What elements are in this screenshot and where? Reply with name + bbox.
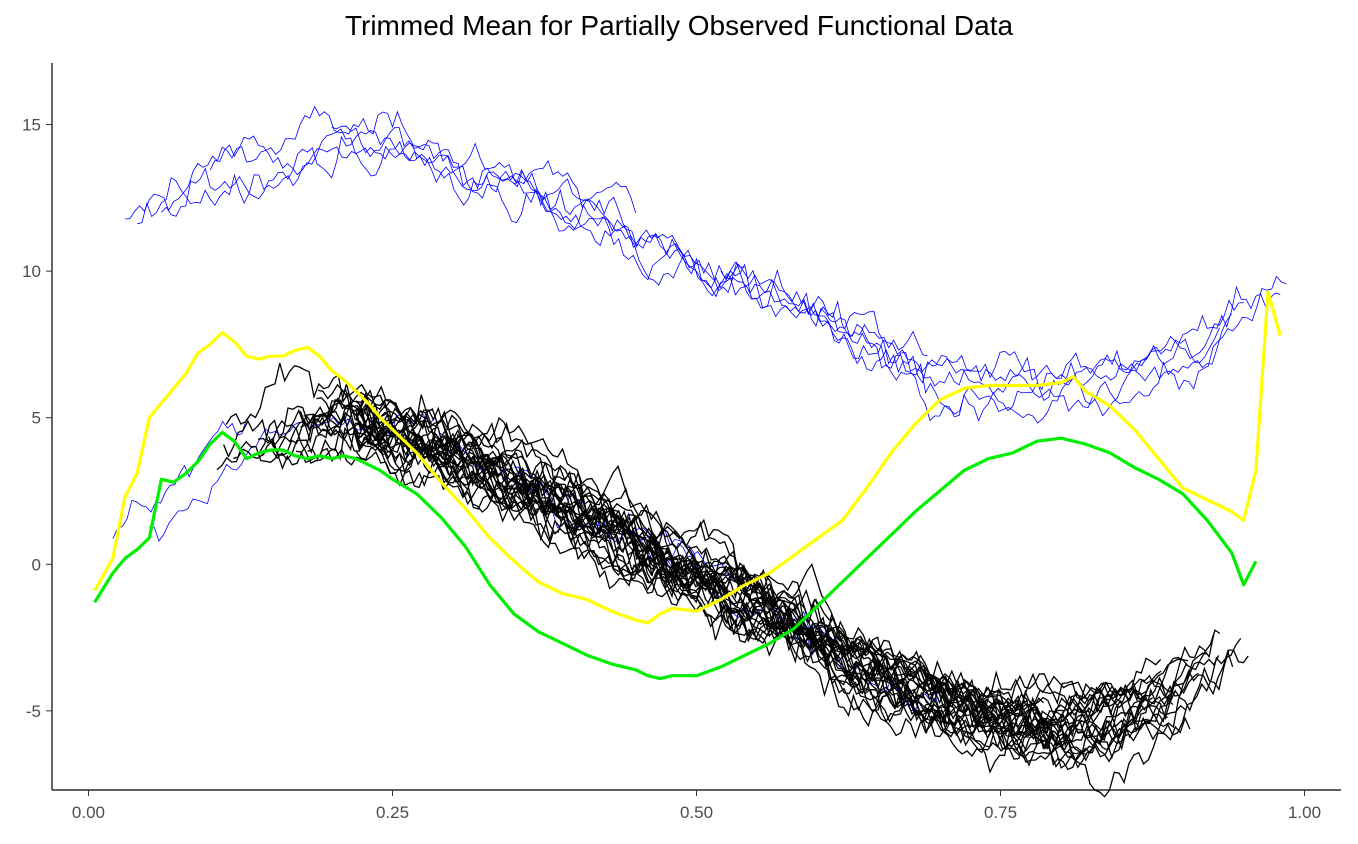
outlier-curve [331,125,1281,395]
outlier-curves-group [112,105,1287,712]
regular-curve [355,433,1242,798]
outlier-curve [817,300,1232,422]
regular-curve [355,407,1208,762]
regular-curve [222,408,1162,713]
regular-curve [225,362,1114,716]
x-tick-label: 0.00 [72,803,105,822]
x-tick-label: 0.25 [376,803,409,822]
outlier-curve [124,105,637,220]
outlier-curve [513,160,1220,417]
regular-curve [307,440,1186,757]
regular-curve [355,410,1174,769]
y-tick-label: 5 [32,409,41,428]
x-tick-label: 0.50 [680,803,713,822]
chart-title: Trimmed Mean for Partially Observed Func… [344,10,1014,41]
outlier-curve [720,261,1287,424]
outlier-curve [209,126,928,357]
regular-curve [300,406,1144,747]
x-ticks-group: 0.00 0.25 0.50 0.75 1.00 [72,790,1321,822]
outlier-curve-lower [112,418,247,539]
regular-curve [355,412,1154,751]
x-tick-label: 0.75 [984,803,1017,822]
regular-curves-group [216,362,1249,798]
regular-curve [299,410,1188,729]
y-tick-label: -5 [26,702,41,721]
y-tick-label: 15 [22,116,41,135]
regular-curve [303,397,1146,738]
summary-curves-group [93,290,1282,681]
y-tick-label: 0 [32,555,41,574]
x-tick-label: 1.00 [1288,803,1321,822]
outlier-curve [136,130,746,289]
upper-curve [93,290,1282,625]
regular-curve [316,389,1127,732]
regular-curve [355,425,1119,764]
y-ticks-group: -5 0 5 10 15 [22,116,52,721]
y-tick-label: 10 [22,262,41,281]
trimmed-mean [93,430,1258,681]
